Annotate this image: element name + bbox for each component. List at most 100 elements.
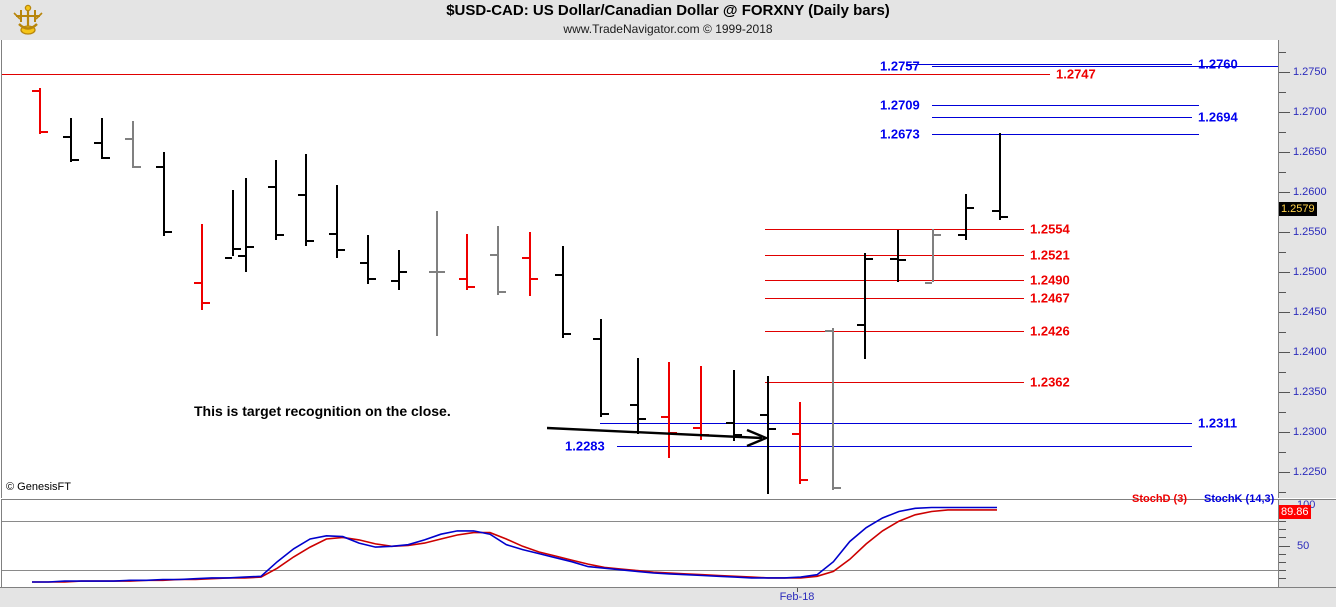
date-axis-tick bbox=[797, 588, 798, 592]
price-axis-label: 1.2400 bbox=[1293, 346, 1327, 358]
ohlc-bar bbox=[201, 224, 203, 310]
price-axis-tick bbox=[1279, 232, 1290, 233]
stochastic-indicator-pane[interactable] bbox=[1, 499, 1280, 588]
indicator-axis-minor-tick bbox=[1279, 569, 1286, 571]
date-axis[interactable]: Feb-18 bbox=[0, 587, 1336, 607]
price-level-label: 1.2490 bbox=[1030, 272, 1070, 288]
ohlc-bar bbox=[600, 319, 602, 417]
ohlc-bar bbox=[932, 228, 934, 283]
indicator-axis-minor-tick bbox=[1279, 537, 1286, 539]
ohlc-bar bbox=[163, 152, 165, 236]
ohlc-bar bbox=[466, 233, 468, 290]
ohlc-close-tick bbox=[41, 131, 48, 134]
ohlc-close-tick bbox=[165, 231, 172, 234]
ohlc-close-tick bbox=[234, 248, 241, 250]
ohlc-close-tick bbox=[103, 156, 110, 159]
price-level-line bbox=[765, 228, 1024, 230]
ohlc-close-tick bbox=[735, 433, 742, 436]
price-chart-pane[interactable]: This is target recognition on the close.… bbox=[1, 40, 1280, 498]
ohlc-bar bbox=[39, 88, 41, 134]
stoch-d-line bbox=[32, 509, 997, 583]
ohlc-bar bbox=[637, 358, 639, 435]
price-level-label: 1.2747 bbox=[1056, 66, 1096, 82]
price-axis-label: 1.2350 bbox=[1293, 386, 1327, 398]
chart-title: $USD-CAD: US Dollar/Canadian Dollar @ FO… bbox=[446, 2, 890, 19]
ohlc-open-tick bbox=[825, 330, 832, 333]
ohlc-close-tick bbox=[369, 278, 376, 281]
price-axis-tick bbox=[1279, 192, 1290, 193]
ohlc-bar bbox=[832, 328, 834, 490]
ohlc-open-tick bbox=[238, 255, 245, 258]
price-axis-tick bbox=[1279, 112, 1290, 113]
ohlc-open-tick bbox=[194, 281, 201, 284]
chart-header: $USD-CAD: US Dollar/Canadian Dollar @ FO… bbox=[0, 0, 1336, 40]
price-level-line bbox=[600, 423, 1192, 425]
ohlc-open-tick bbox=[156, 165, 163, 168]
indicator-axis-minor-tick bbox=[1279, 529, 1286, 531]
ohlc-bar bbox=[965, 194, 967, 240]
stoch-k-legend: StochK (14,3) bbox=[1204, 493, 1275, 505]
ohlc-close-tick bbox=[72, 159, 79, 162]
price-level-line bbox=[765, 298, 1024, 300]
ohlc-bar bbox=[529, 232, 531, 296]
target-recognition-arrow bbox=[547, 426, 770, 448]
current-price-tag: 1.2579 bbox=[1279, 201, 1317, 216]
price-level-line bbox=[765, 382, 1024, 384]
ohlc-close-tick bbox=[307, 240, 314, 242]
price-level-line bbox=[765, 255, 1024, 257]
ohlc-open-tick bbox=[693, 427, 700, 430]
date-axis-label: Feb-18 bbox=[779, 591, 815, 603]
price-level-label: 1.2709 bbox=[880, 97, 920, 113]
price-level-label: 1.2362 bbox=[1030, 374, 1070, 390]
ohlc-close-tick bbox=[967, 207, 974, 210]
ohlc-bar bbox=[336, 184, 338, 258]
ohlc-open-tick bbox=[726, 422, 733, 425]
indicator-axis-minor-tick bbox=[1279, 521, 1286, 523]
ohlc-open-tick bbox=[890, 257, 897, 260]
ohlc-open-tick bbox=[593, 337, 600, 340]
price-axis[interactable]: 1.2750 1.2700 1.2650 1.2600 1.2550 1.2500 1.24… bbox=[1278, 40, 1336, 498]
price-level-label: 1.2426 bbox=[1030, 323, 1070, 339]
price-axis-minor-tick bbox=[1279, 132, 1286, 133]
ohlc-close-tick bbox=[769, 428, 776, 430]
price-level-line bbox=[932, 116, 1192, 118]
ohlc-open-tick bbox=[792, 432, 799, 435]
indicator-gridline bbox=[2, 521, 1279, 523]
price-axis-tick bbox=[1279, 352, 1290, 353]
ohlc-bar bbox=[275, 160, 277, 240]
ohlc-close-tick bbox=[834, 487, 841, 490]
ohlc-open-tick bbox=[760, 414, 767, 417]
price-level-line bbox=[765, 331, 1024, 333]
ohlc-close-tick bbox=[1001, 216, 1008, 218]
price-level-label: 1.2467 bbox=[1030, 290, 1070, 306]
ohlc-bar bbox=[897, 230, 899, 282]
price-level-label: 1.2554 bbox=[1030, 221, 1070, 237]
ohlc-close-tick bbox=[602, 412, 609, 415]
price-level-line bbox=[932, 133, 1199, 135]
ohlc-bar bbox=[436, 211, 438, 336]
price-level-line bbox=[932, 104, 1199, 106]
ohlc-bar bbox=[668, 361, 670, 459]
ohlc-open-tick bbox=[857, 324, 864, 326]
ohlc-close-tick bbox=[866, 257, 873, 260]
price-level-label: 1.2694 bbox=[1198, 109, 1238, 125]
ohlc-open-tick bbox=[925, 282, 932, 285]
ohlc-close-tick bbox=[468, 285, 475, 288]
ohlc-open-tick bbox=[225, 256, 232, 259]
price-axis-minor-tick bbox=[1279, 492, 1286, 493]
ohlc-close-tick bbox=[639, 417, 646, 420]
ohlc-bar bbox=[132, 120, 134, 168]
price-axis-label: 1.2300 bbox=[1293, 426, 1327, 438]
indicator-axis-label: 50 bbox=[1297, 539, 1310, 552]
price-axis-label: 1.2450 bbox=[1293, 306, 1327, 318]
stochastic-lines bbox=[32, 506, 997, 583]
indicator-axis-minor-tick bbox=[1279, 561, 1286, 563]
price-axis-minor-tick bbox=[1279, 452, 1286, 453]
ohlc-open-tick bbox=[360, 262, 367, 265]
price-axis-minor-tick bbox=[1279, 372, 1286, 373]
ohlc-open-tick bbox=[32, 90, 39, 93]
ohlc-bar bbox=[562, 246, 564, 338]
ohlc-bar bbox=[245, 178, 247, 272]
ohlc-open-tick bbox=[94, 142, 101, 145]
